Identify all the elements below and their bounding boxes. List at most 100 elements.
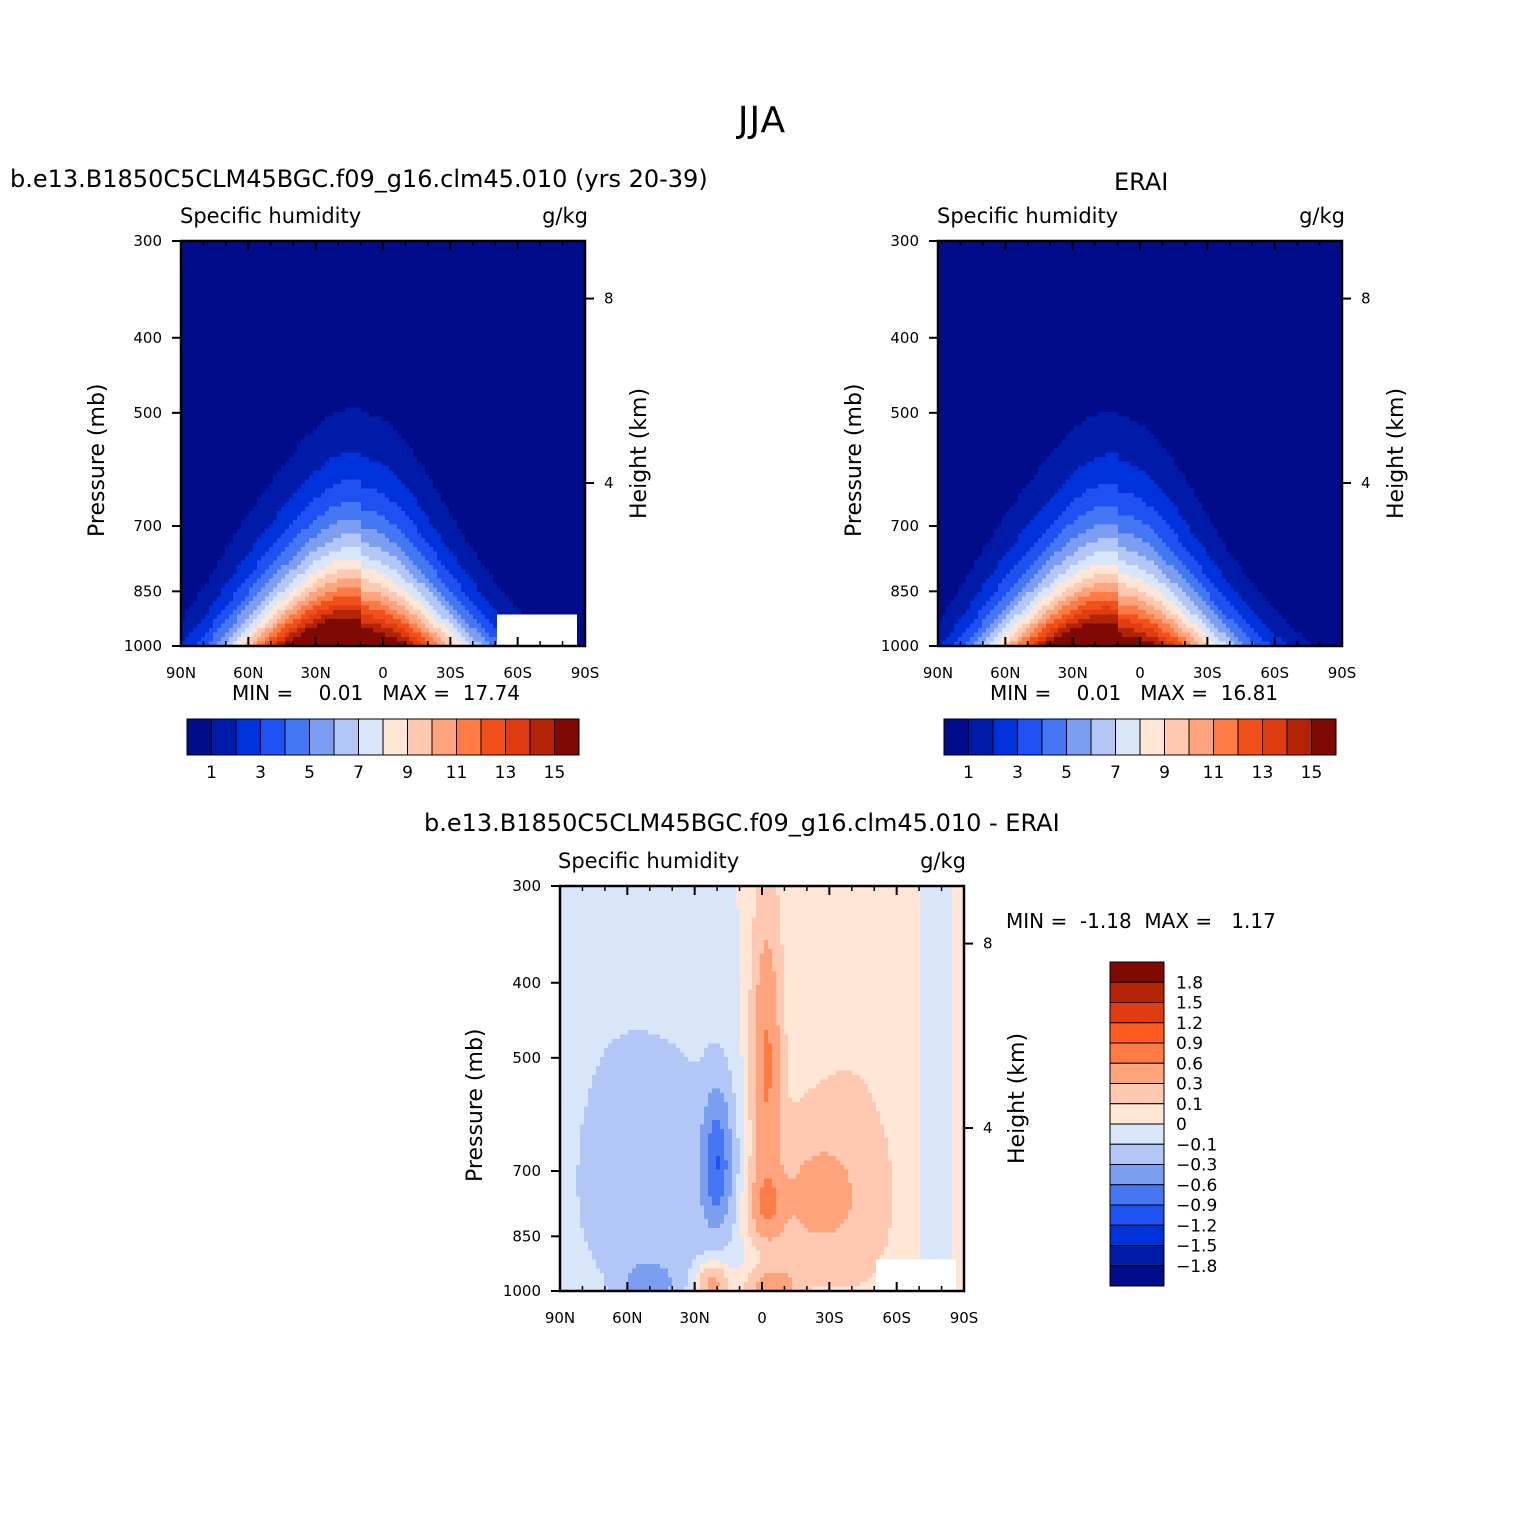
field-cell — [389, 587, 406, 593]
field-cell — [1070, 601, 1087, 607]
field-cell — [920, 1007, 953, 1013]
field-cell — [938, 407, 1343, 413]
field-cell — [313, 470, 394, 476]
field-cell — [560, 1264, 597, 1270]
field-cell — [1002, 596, 1015, 602]
field-cell — [756, 1124, 781, 1130]
field-cell — [301, 614, 310, 620]
field-cell — [752, 1120, 757, 1126]
field-cell — [756, 913, 781, 919]
field-cell — [257, 623, 266, 629]
field-cell — [828, 1151, 889, 1157]
field-cell — [405, 439, 586, 445]
field-cell — [756, 1057, 765, 1063]
field-cell — [1106, 452, 1119, 458]
field-cell — [1066, 542, 1087, 548]
field-cell — [938, 511, 1007, 517]
colorbar-label: 9 — [402, 763, 413, 783]
field-cell — [321, 493, 386, 499]
field-cell — [1158, 439, 1343, 445]
field-cell — [337, 587, 362, 593]
field-cell — [181, 565, 218, 571]
field-cell — [1046, 547, 1063, 553]
field-cell — [421, 632, 430, 638]
field-cell — [880, 1120, 921, 1126]
field-cell — [744, 1174, 749, 1180]
field-cell — [956, 1273, 965, 1279]
field-cell — [181, 403, 586, 409]
field-cell — [1214, 610, 1223, 616]
field-cell — [253, 569, 266, 575]
field-cell — [229, 542, 254, 548]
field-cell — [748, 1093, 757, 1099]
field-cell — [213, 623, 222, 629]
field-cell — [756, 1111, 781, 1117]
field-cell — [990, 574, 1007, 580]
field-cell — [920, 971, 953, 977]
field-cell — [892, 1214, 921, 1220]
field-cell — [409, 569, 422, 575]
field-cell — [712, 1201, 721, 1207]
field-cell — [453, 592, 466, 598]
field-cell — [952, 1147, 965, 1153]
field-cell — [748, 1228, 757, 1234]
field-cell — [321, 466, 390, 472]
field-cell — [748, 1021, 757, 1027]
colorbar-label: −0.3 — [1176, 1156, 1217, 1176]
field-cell — [1042, 605, 1055, 611]
field-cell — [978, 614, 987, 620]
field-cell — [736, 1120, 745, 1126]
colorbar-swatch — [1109, 981, 1165, 1003]
field-cell — [1150, 430, 1343, 436]
colorbar-swatch — [1109, 1184, 1165, 1206]
field-cell — [956, 1259, 965, 1265]
field-cell — [620, 1034, 661, 1040]
field-cell — [938, 470, 1039, 476]
field-cell — [1022, 637, 1031, 643]
field-cell — [952, 1151, 965, 1157]
field-cell — [760, 967, 773, 973]
field-cell — [181, 362, 586, 368]
field-cell — [600, 1268, 633, 1274]
field-cell — [1078, 547, 1127, 553]
field-cell — [1046, 632, 1055, 638]
field-cell — [800, 1169, 849, 1175]
field-cell — [784, 994, 921, 1000]
field-cell — [744, 1282, 757, 1288]
field-cell — [748, 1075, 757, 1081]
colorbar-label: 13 — [495, 763, 517, 783]
field-cell — [744, 1111, 749, 1117]
field-cell — [952, 926, 965, 932]
x-tick-label: 90S — [950, 1309, 979, 1327]
y2-tick-label: 8 — [1361, 290, 1371, 308]
field-cell — [952, 940, 965, 946]
field-cell — [1202, 565, 1219, 571]
field-cell — [1214, 632, 1227, 638]
field-cell — [1006, 574, 1023, 580]
field-cell — [756, 1156, 781, 1162]
field-cell — [1126, 583, 1151, 589]
field-cell — [560, 1048, 605, 1054]
field-cell — [756, 1061, 765, 1067]
field-cell — [281, 614, 290, 620]
field-cell — [600, 1061, 729, 1067]
field-cell — [277, 623, 286, 629]
field-cell — [756, 1178, 765, 1184]
colorbar-swatch — [186, 718, 212, 756]
field-cell — [748, 1057, 757, 1063]
field-cell — [920, 953, 953, 959]
field-cell — [1030, 520, 1055, 526]
field-cell — [429, 601, 442, 607]
field-cell — [417, 457, 586, 463]
field-cell — [648, 1030, 741, 1036]
field-cell — [780, 908, 921, 914]
field-cell — [740, 976, 753, 982]
field-cell — [1118, 524, 1151, 530]
field-cell — [289, 592, 302, 598]
field-cell — [970, 623, 983, 629]
field-cell — [1146, 569, 1163, 575]
field-cell — [1086, 461, 1131, 467]
field-cell — [748, 1088, 757, 1094]
field-cell — [938, 403, 1343, 409]
field-cell — [748, 1183, 753, 1189]
